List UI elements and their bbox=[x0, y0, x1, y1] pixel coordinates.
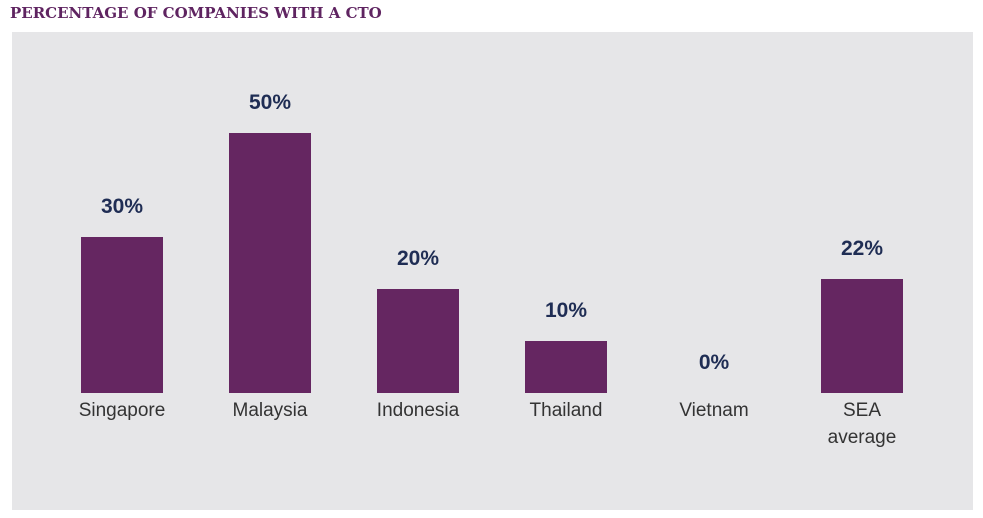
value-label: 10% bbox=[544, 299, 588, 322]
bar bbox=[377, 289, 459, 393]
x-tick-label: SEA average bbox=[827, 400, 897, 448]
value-label: 20% bbox=[396, 247, 440, 270]
x-tick-label: Thailand bbox=[529, 400, 603, 421]
value-label: 22% bbox=[840, 236, 884, 260]
chart-panel: 30% Singapore 50% Malaysia 20% Indonesia 10% Th… bbox=[12, 32, 973, 510]
value-label: 50% bbox=[248, 91, 292, 114]
bar bbox=[229, 133, 311, 393]
bar bbox=[81, 237, 163, 393]
x-tick-label: Indonesia bbox=[376, 400, 460, 421]
bar bbox=[821, 278, 903, 393]
x-tick-label: Malaysia bbox=[232, 400, 308, 421]
bar bbox=[525, 341, 607, 393]
value-label: 30% bbox=[100, 195, 144, 218]
chart-title: PERCENTAGE OF COMPANIES WITH A CTO bbox=[10, 4, 382, 22]
x-tick-label: Vietnam bbox=[679, 400, 749, 421]
x-tick-label: Singapore bbox=[78, 400, 166, 421]
value-label: 0% bbox=[698, 351, 730, 374]
